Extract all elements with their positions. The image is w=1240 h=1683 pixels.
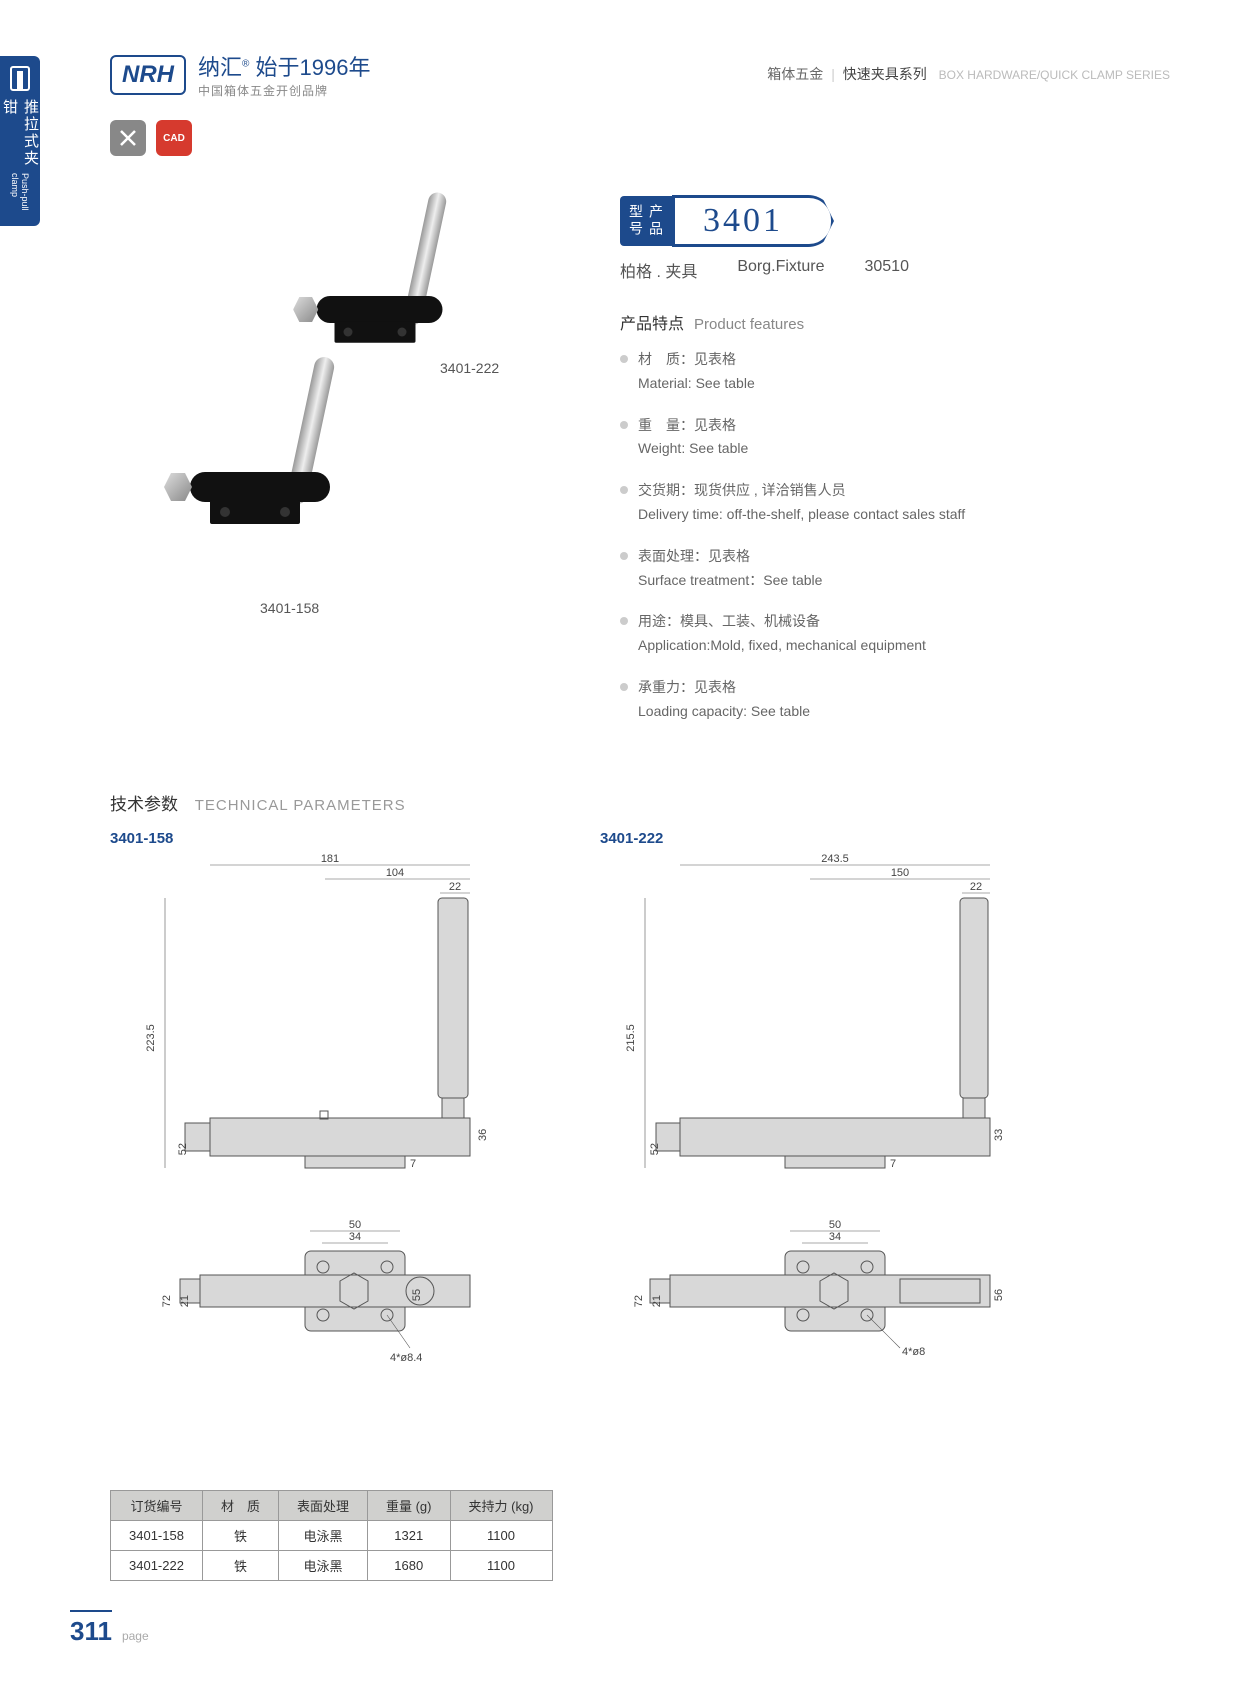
features-hd-cn: 产品特点 [620,316,684,333]
page-footer: 311 page [70,1610,149,1647]
svg-text:52: 52 [649,1143,661,1155]
brand-cn: 纳汇 [198,55,242,80]
table-header: 订货编号 [111,1491,203,1521]
model-number: 3401 [675,198,831,244]
svg-text:21: 21 [651,1295,663,1307]
clamp-icon [10,66,30,91]
tech-hd-cn: 技术参数 [110,795,178,814]
side-category-tab: 推拉式夹钳 Push-pull clamp [0,56,40,226]
svg-text:36: 36 [477,1129,489,1141]
svg-text:33: 33 [993,1129,1005,1141]
side-tab-cn: 推拉式夹钳 [0,99,41,169]
page-number: 311 [70,1610,112,1647]
tech-hd-en: TECHNICAL PARAMETERS [195,797,406,814]
svg-text:104: 104 [386,867,404,879]
table-row: 3401-222铁电泳黑16801100 [111,1551,553,1581]
feature-item: 材 质：见表格Material: See table [620,348,1140,396]
svg-text:50: 50 [349,1219,361,1231]
crumb-en: BOX HARDWARE/QUICK CLAMP SERIES [939,68,1170,82]
side-tab-en: Push-pull clamp [10,173,30,226]
svg-text:34: 34 [829,1231,841,1243]
svg-text:181: 181 [321,853,339,865]
svg-text:4*ø8: 4*ø8 [902,1346,925,1358]
svg-text:72: 72 [633,1295,645,1307]
tech-params-heading: 技术参数 TECHNICAL PARAMETERS [110,790,406,815]
photo-label-2: 3401-158 [260,600,319,616]
feature-item: 承重力：见表格Loading capacity: See table [620,676,1140,724]
brand-sub: 中国箱体五金开创品牌 [198,82,370,99]
svg-text:215.5: 215.5 [625,1024,637,1052]
svg-text:34: 34 [349,1231,361,1243]
page-label: page [122,1629,149,1643]
cad-icon: CAD [156,120,192,156]
feature-item: 重 量：见表格Weight: See table [620,414,1140,462]
brand-sup: ® [242,59,249,70]
brand-text: 纳汇® 始于1996年 中国箱体五金开创品牌 [198,50,370,99]
svg-text:223.5: 223.5 [145,1024,157,1052]
svg-text:56: 56 [993,1289,1005,1301]
model-label: 产品型号 [620,196,672,246]
subtitle-cn: 柏格 . 夹具 [620,258,697,282]
header-breadcrumb: 箱体五金 | 快速夹具系列 BOX HARDWARE/QUICK CLAMP S… [767,64,1170,84]
feature-item: 交货期：现货供应 , 详洽销售人员Delivery time: off-the-… [620,479,1140,527]
brand-header: NRH 纳汇® 始于1996年 中国箱体五金开创品牌 [110,50,370,99]
product-subtitle: 柏格 . 夹具 Borg.Fixture 30510 [620,258,909,282]
brand-year: 始于1996年 [256,55,371,80]
product-photo-1 [335,321,416,343]
tools-icon [110,120,146,156]
svg-text:243.5: 243.5 [821,853,849,865]
svg-text:7: 7 [410,1158,416,1170]
model-badge: 产品型号 3401 [620,195,834,247]
logo: NRH [110,55,186,95]
table-header: 重量 (g) [367,1491,450,1521]
table-header: 夹持力 (kg) [450,1491,552,1521]
svg-text:72: 72 [161,1295,173,1307]
svg-text:4*ø8.4: 4*ø8.4 [390,1352,422,1364]
crumb-1: 箱体五金 [767,66,823,82]
svg-text:21: 21 [179,1295,191,1307]
drawing-model: 3401-222 [600,830,1020,847]
product-photo-area: 3401-222 3401-158 [150,200,530,640]
feature-item: 用途：模具、工装、机械设备Application:Mold, fixed, me… [620,610,1140,658]
features-block: 产品特点 Product features 材 质：见表格Material: Se… [620,310,1140,742]
table-row: 3401-158铁电泳黑13211100 [111,1521,553,1551]
table-header: 材 质 [202,1491,278,1521]
svg-text:150: 150 [891,867,909,879]
subtitle-code: 30510 [864,258,909,282]
svg-text:55: 55 [411,1289,423,1301]
tech-drawing-1: 181 104 22 223.5 52 7 36 50 34 72 21 55 [110,853,530,1453]
crumb-2: 快速夹具系列 [843,66,927,82]
table-header: 表面处理 [278,1491,367,1521]
format-icons: CAD [110,120,192,156]
tech-drawing-2: 243.5 150 22 215.5 52 7 33 50 34 72 21 5… [600,853,1020,1453]
svg-text:22: 22 [449,881,461,893]
svg-text:22: 22 [970,881,982,893]
spec-table: 订货编号材 质表面处理重量 (g)夹持力 (kg) 3401-158铁电泳黑13… [110,1490,553,1581]
subtitle-en: Borg.Fixture [737,258,824,282]
photo-label-1: 3401-222 [440,360,499,376]
svg-text:52: 52 [177,1143,189,1155]
drawing-3401-222: 3401-222 243.5 150 22 215.5 52 7 33 50 3… [600,830,1020,1458]
features-hd-en: Product features [694,316,804,333]
drawing-3401-158: 3401-158 181 104 22 223.5 52 7 36 50 34 … [110,830,530,1458]
feature-item: 表面处理：见表格Surface treatment：See table [620,545,1140,593]
drawing-model: 3401-158 [110,830,530,847]
product-photo-2 [210,500,300,524]
svg-text:50: 50 [829,1219,841,1231]
svg-text:7: 7 [890,1158,896,1170]
